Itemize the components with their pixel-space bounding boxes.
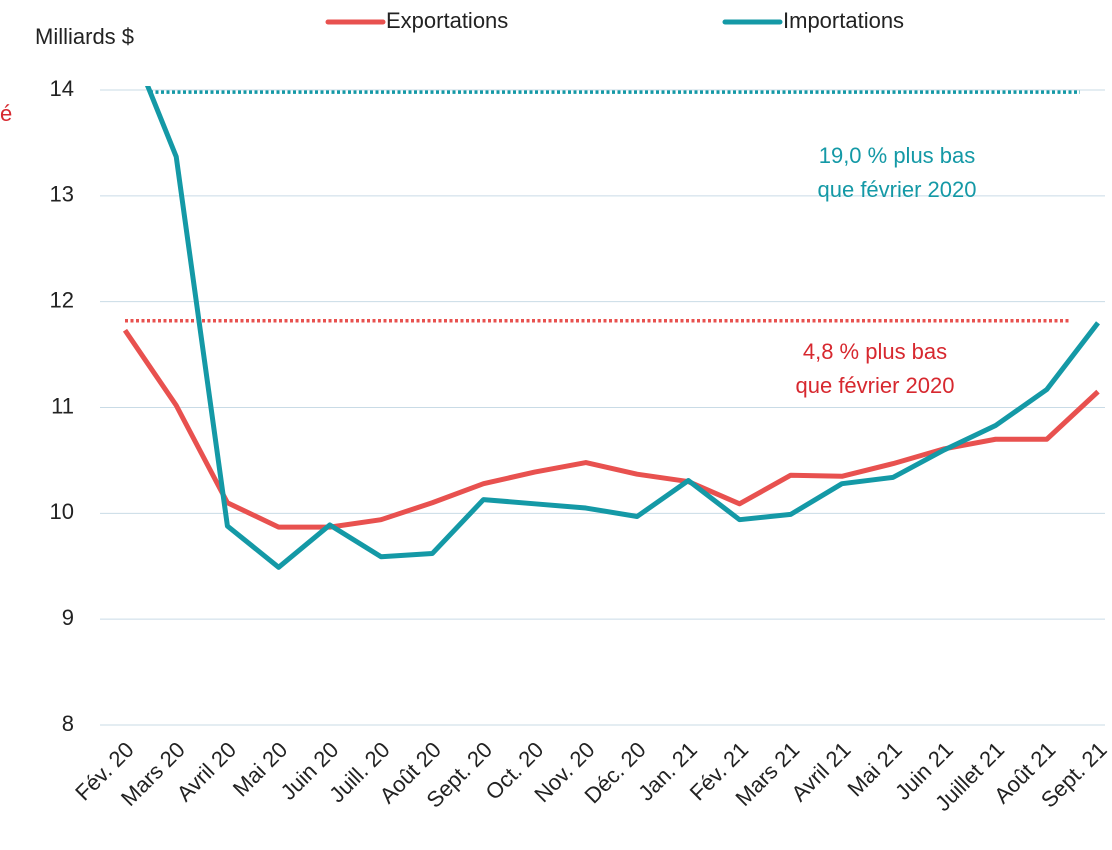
y-axis-label: Milliards $ bbox=[35, 24, 134, 49]
y-tick-label: 12 bbox=[50, 287, 74, 312]
y-tick-label: 14 bbox=[50, 76, 74, 101]
data-line bbox=[122, 328, 1100, 530]
annotation: 19,0 % plus bas bbox=[819, 143, 976, 168]
y-tick-label: 10 bbox=[50, 499, 74, 524]
plot-area bbox=[122, 86, 1100, 570]
y-tick-label: 8 bbox=[62, 711, 74, 736]
annotation: que février 2020 bbox=[818, 177, 977, 202]
cropped-text: é bbox=[0, 101, 12, 126]
y-tick-label: 11 bbox=[51, 393, 74, 418]
legend-label: Exportations bbox=[386, 8, 508, 33]
y-tick-label: 13 bbox=[50, 182, 74, 207]
annotation: que février 2020 bbox=[796, 373, 955, 398]
y-tick-label: 9 bbox=[62, 605, 74, 630]
data-line bbox=[145, 86, 1100, 570]
legend-label: Importations bbox=[783, 8, 904, 33]
annotation: 4,8 % plus bas bbox=[803, 339, 947, 364]
